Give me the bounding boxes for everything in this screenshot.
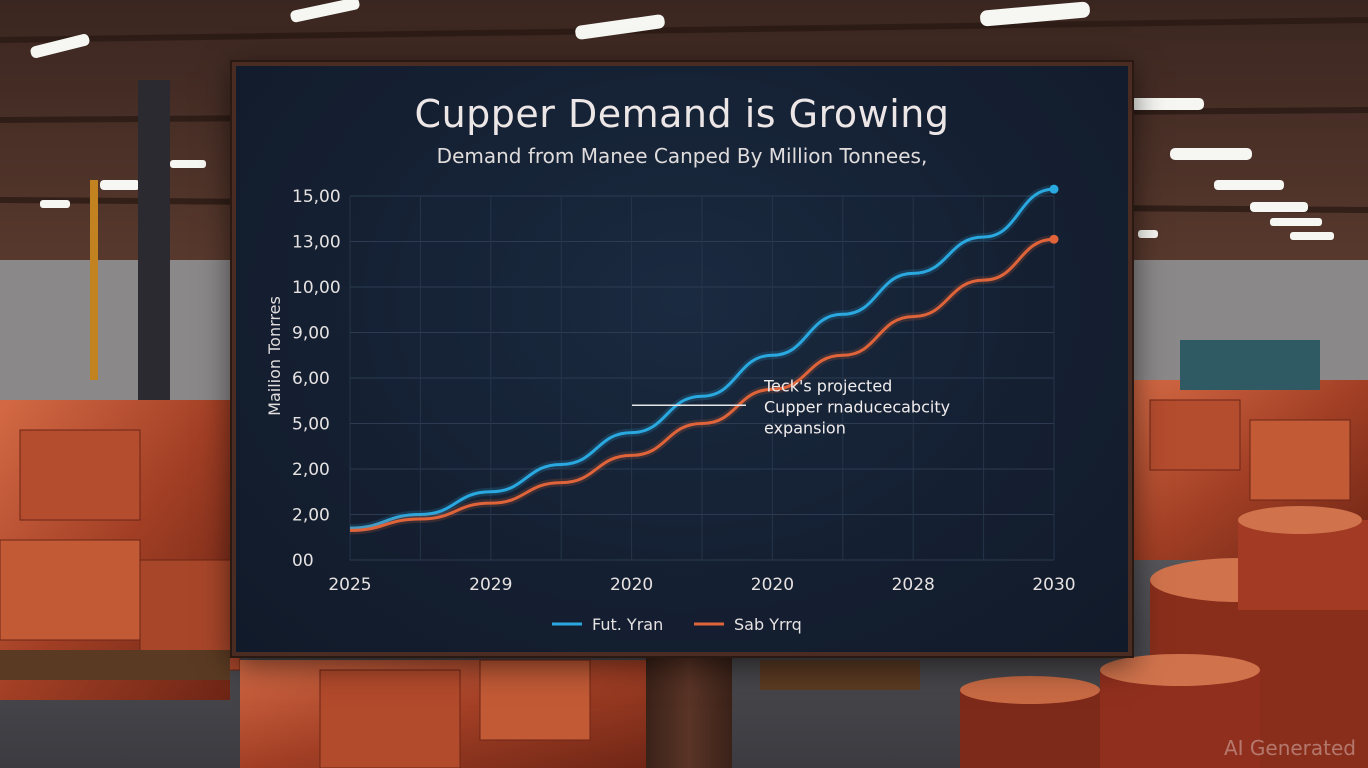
y-tick-label: 2,00 [292, 506, 330, 526]
x-tick-label: 2028 [892, 575, 935, 595]
y-tick-label: 5,00 [292, 415, 330, 435]
y-tick-label: 13,00 [292, 233, 341, 253]
x-axis-ticks: 2025 2029 2020 2020 2028 2030 [328, 575, 1075, 595]
legend-label: Fut. Yran [592, 615, 663, 634]
series-lines [349, 184, 1059, 535]
y-tick-label: 10,00 [292, 278, 341, 298]
y-tick-label: 6,00 [292, 369, 330, 389]
y-tick-label: 15,00 [292, 187, 341, 207]
chart-title: Cupper Demand is Growing [414, 92, 950, 136]
series-end-marker [1049, 184, 1059, 194]
series-line-2 [349, 237, 1055, 532]
annotation-text: Cupper rnaducecabcity [764, 397, 950, 416]
x-tick-label: 2030 [1032, 575, 1075, 595]
legend-label: Sab Yrrq [734, 615, 802, 634]
x-tick-label: 2029 [469, 575, 512, 595]
annotation-text: expansion [764, 418, 846, 437]
y-tick-label: 00 [292, 551, 314, 571]
series-end-marker [1049, 234, 1059, 244]
y-axis-label: Mailion Tonrres [265, 296, 284, 416]
sign-post [646, 656, 732, 768]
y-axis-ticks: 00 2,00 2,00 5,00 6,00 9,00 10,00 13,00 15,00 [292, 187, 341, 571]
annotation-text: Teck's projected [763, 376, 892, 395]
ceiling-lights [30, 0, 1334, 240]
x-tick-label: 2020 [751, 575, 794, 595]
line-chart: 00 2,00 2,00 5,00 6,00 9,00 10,00 13,00 15,00 20… [265, 184, 1076, 634]
legend: Fut. Yran Sab Yrrq [552, 615, 802, 634]
ai-generated-watermark: AI Generated [1223, 736, 1356, 760]
x-tick-label: 2020 [610, 575, 653, 595]
chart-subtitle: Demand from Manee Canped By Million Tonn… [436, 144, 928, 168]
copper-boxes-left [0, 400, 241, 700]
annotation: Teck's projected Cupper rnaducecabcity exp… [632, 376, 950, 437]
x-tick-label: 2025 [328, 575, 371, 595]
y-tick-label: 2,00 [292, 460, 330, 480]
y-tick-label: 9,00 [292, 324, 330, 344]
copper-spools [960, 506, 1368, 768]
series-line-1 [349, 187, 1055, 530]
copper-boxes-bottom [240, 659, 920, 768]
chart-board: Cupper Demand is Growing Demand from Man… [232, 62, 1132, 656]
